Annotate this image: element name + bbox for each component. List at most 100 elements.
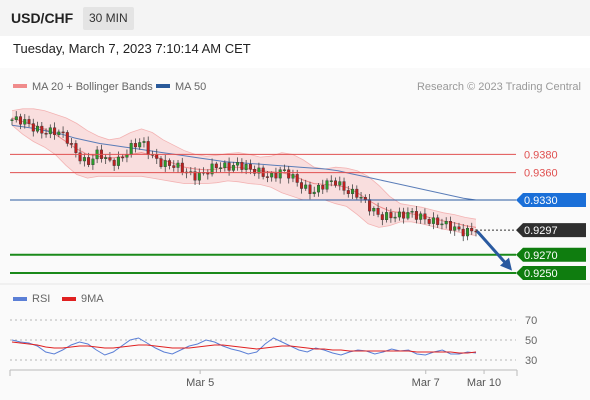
credit-text: Research © 2023 Trading Central xyxy=(417,81,581,93)
candle xyxy=(214,163,218,168)
candle xyxy=(436,217,440,225)
candle xyxy=(278,169,282,179)
candle xyxy=(40,125,44,134)
support-tag xyxy=(516,266,586,281)
candle xyxy=(397,211,401,218)
resistance-label: 0.9360 xyxy=(524,168,558,180)
candle xyxy=(19,116,23,125)
candle xyxy=(231,165,235,171)
chart-card xyxy=(0,68,590,400)
candle xyxy=(44,132,48,135)
legend-label-rsi: RSI xyxy=(32,293,50,305)
ma50-line xyxy=(11,124,477,201)
candle xyxy=(457,226,461,230)
candle xyxy=(270,172,274,178)
candle xyxy=(470,227,474,232)
candle xyxy=(223,162,227,168)
candle xyxy=(402,211,406,219)
candle xyxy=(295,174,299,183)
legend-swatch-rsi xyxy=(13,297,27,301)
interval-button[interactable]: 30 MIN xyxy=(83,7,134,30)
candle xyxy=(342,181,346,191)
candle xyxy=(104,157,108,159)
candle xyxy=(125,154,129,158)
candle xyxy=(133,143,137,148)
candle xyxy=(116,156,120,166)
legend-label-ma20: MA 20 + Bollinger Bands xyxy=(32,81,153,93)
rsi-tick-label: 30 xyxy=(525,355,537,367)
candle xyxy=(423,213,427,220)
candle xyxy=(31,123,35,132)
candle xyxy=(300,182,304,189)
bollinger-upper-line xyxy=(11,108,477,220)
candle xyxy=(427,218,431,224)
candle xyxy=(346,190,350,194)
rsi-9ma-line xyxy=(11,341,477,354)
candle xyxy=(389,212,393,219)
candle xyxy=(376,207,380,215)
candle xyxy=(291,174,295,179)
rsi-tick-label: 50 xyxy=(525,335,537,347)
candle xyxy=(444,220,448,225)
candle xyxy=(282,169,286,171)
legend-label-9ma: 9MA xyxy=(81,293,104,305)
pivot-label: 0.9330 xyxy=(524,195,558,207)
timestamp: Tuesday, March 7, 2023 7:10:14 AM CET xyxy=(13,41,251,56)
candle xyxy=(129,143,133,156)
candle xyxy=(449,220,453,231)
candle xyxy=(248,164,252,170)
candle xyxy=(312,191,316,195)
candle xyxy=(253,168,257,174)
candle xyxy=(338,181,342,186)
candle xyxy=(359,196,363,199)
candle xyxy=(48,127,52,135)
candle xyxy=(410,211,414,213)
candle xyxy=(176,162,180,168)
candle xyxy=(304,184,308,189)
forecast-arrow-head xyxy=(500,257,512,271)
candle xyxy=(440,223,444,226)
candle xyxy=(14,116,18,120)
candle xyxy=(257,167,261,174)
candle xyxy=(355,188,359,198)
chart-header: USD/CHF 30 MIN xyxy=(0,0,590,36)
candle xyxy=(461,228,465,237)
candle xyxy=(210,163,214,175)
candle xyxy=(57,131,61,135)
legend-swatch-9ma xyxy=(62,297,76,301)
candle xyxy=(65,132,69,144)
candle xyxy=(112,159,116,166)
candle xyxy=(197,172,201,181)
candle xyxy=(142,141,146,143)
candle xyxy=(385,212,389,220)
rsi-tick-label: 70 xyxy=(525,315,537,327)
candle xyxy=(163,160,167,167)
forecast-arrow xyxy=(476,230,508,266)
candle xyxy=(159,158,163,167)
candle xyxy=(180,162,184,173)
candle xyxy=(240,162,244,170)
candle xyxy=(406,212,410,219)
candle xyxy=(453,226,457,231)
candle xyxy=(167,160,171,166)
candle xyxy=(27,119,31,124)
current-price-label: 0.9297 xyxy=(524,225,558,237)
candle xyxy=(380,214,384,220)
candle xyxy=(53,127,57,135)
candle xyxy=(393,216,397,219)
candle xyxy=(372,207,376,212)
legend-label-ma50: MA 50 xyxy=(175,81,206,93)
candle xyxy=(325,180,329,190)
candle xyxy=(317,184,321,193)
candle xyxy=(61,131,65,134)
x-tick-label: Mar 5 xyxy=(186,377,214,389)
candle xyxy=(74,143,78,153)
current-price-tag xyxy=(516,223,586,238)
candle xyxy=(70,143,74,145)
candle xyxy=(87,157,91,165)
candle xyxy=(219,167,223,169)
candle xyxy=(146,141,150,155)
candle xyxy=(431,217,435,224)
candle xyxy=(265,176,269,178)
